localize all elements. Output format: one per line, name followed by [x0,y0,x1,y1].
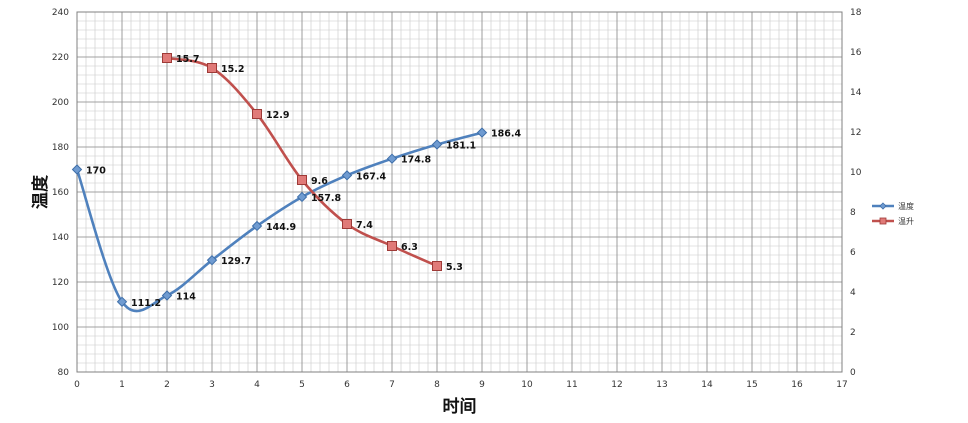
legend-marker-diamond [879,202,887,210]
data-label: 12.9 [266,110,289,121]
data-label: 111.2 [131,298,161,309]
y-tick-label: 140 [52,233,69,243]
legend-label: 温度 [898,201,914,211]
data-label: 15.2 [221,64,244,75]
y-tick-label: 180 [52,143,69,153]
data-point-diamond [206,254,218,266]
chart-grid [76,11,843,373]
x-tick-label: 10 [521,380,533,390]
data-point-square [342,219,352,229]
y-tick-label: 240 [52,8,69,18]
data-point-square [207,63,217,73]
x-tick-label: 3 [209,380,215,390]
y2-tick-label: 10 [850,168,862,178]
y-axis-title: 温度 [30,174,51,209]
x-tick-label: 17 [836,380,847,390]
x-tick-label: 15 [746,380,757,390]
legend-label: 温升 [898,217,914,226]
x-tick-label: 8 [434,380,440,390]
data-point-square [297,175,307,185]
data-point-diamond [71,164,83,175]
data-label: 129.7 [221,256,251,267]
chart-data-labels: 170 111.2 114 129.7 144.9 157.8 167.4 174.8 181.… [86,54,521,309]
data-point-diamond [431,139,443,150]
y2-tick-label: 14 [850,88,862,98]
chart-series [71,53,488,313]
series-line-1 [75,131,483,313]
y-tick-label: 100 [52,323,69,333]
data-label: 174.8 [401,155,431,166]
data-label: 6.3 [401,242,418,253]
y-tick-label: 80 [58,368,70,378]
data-label: 9.6 [311,176,328,187]
y-tick-label: 200 [52,98,69,108]
legend-marker-square [879,217,887,225]
data-label: 167.4 [356,171,386,182]
y-tick-label: 120 [52,278,69,288]
data-label: 186.4 [491,129,521,140]
data-point-diamond [476,127,488,138]
y2-tick-label: 18 [850,8,862,18]
data-label: 157.8 [311,193,341,204]
y-tick-label: 160 [52,188,69,198]
x-tick-label: 1 [119,380,125,390]
x-tick-label: 4 [254,380,260,390]
data-point-square [252,109,262,119]
y2-tick-label: 0 [850,368,856,378]
data-label: 5.3 [446,262,463,273]
data-label: 114 [176,292,196,303]
y2-tick-label: 6 [850,248,856,258]
x-tick-label: 2 [164,380,170,390]
data-point-diamond [161,290,173,301]
y2-tick-label: 12 [850,128,861,138]
data-point-diamond [251,220,263,232]
y2-tick-label: 8 [850,208,856,218]
x-tick-label: 0 [74,380,80,390]
data-point-square [162,53,172,63]
data-label: 170 [86,166,106,177]
data-point-diamond [116,296,128,308]
x-tick-label: 12 [611,380,622,390]
x-axis-title: 时间 [443,396,477,417]
x-tick-label: 7 [389,380,395,390]
data-point-square [387,241,397,251]
x-tick-label: 14 [701,380,713,390]
x-tick-label: 13 [656,380,667,390]
data-point-square [432,261,442,271]
x-tick-label: 9 [479,380,485,390]
plot-area-border [76,11,843,373]
data-label: 7.4 [356,220,373,231]
x-tick-label: 11 [566,380,577,390]
data-label: 181.1 [446,141,476,152]
x-tick-label: 5 [299,380,305,390]
x-tick-label: 16 [791,380,803,390]
x-tick-label: 6 [344,380,350,390]
data-label: 144.9 [266,222,296,233]
data-label: 15.7 [176,54,199,65]
data-point-diamond [341,170,353,181]
y2-tick-label: 4 [850,288,856,298]
y2-tick-label: 16 [850,48,862,58]
y-tick-label: 220 [52,53,69,63]
y2-tick-label: 2 [850,328,856,338]
data-point-diamond [296,191,308,203]
data-point-diamond [386,153,398,164]
chart-axes: 0 1 2 3 4 5 6 7 8 9 10 11 12 13 14 15 16 1780100120140160… [30,8,862,417]
